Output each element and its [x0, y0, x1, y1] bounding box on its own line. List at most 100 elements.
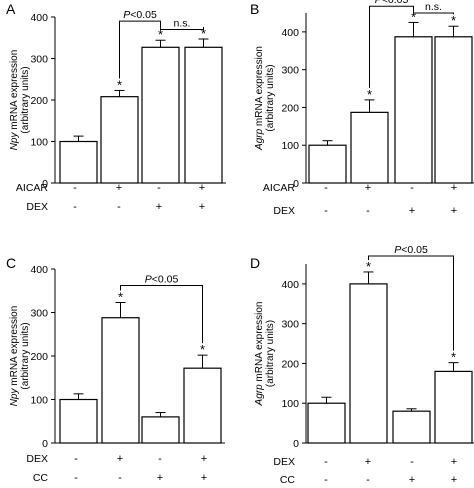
condition-sign: - — [410, 182, 414, 194]
y-tick-label: 300 — [30, 308, 48, 320]
y-tick-label: 400 — [30, 264, 48, 276]
condition-sign: + — [116, 182, 122, 194]
y-axis-label-part: mRNA expression — [254, 46, 265, 129]
y-tick-label: 100 — [281, 140, 299, 152]
bar — [307, 402, 346, 444]
bar — [434, 370, 473, 444]
condition-sign: + — [365, 456, 371, 468]
panel-letter: B — [250, 1, 259, 17]
condition-sign: + — [451, 182, 457, 194]
y-tick-label: 400 — [281, 279, 299, 291]
y-axis-label-line2: (arbitrary units) — [20, 322, 31, 389]
panel-letter: C — [6, 255, 16, 271]
significance-star: * — [411, 9, 416, 24]
y-tick-label: 0 — [42, 178, 48, 190]
p-symbol: P — [375, 0, 382, 6]
condition-sign: + — [451, 205, 457, 217]
comparison-label: P<0.05 — [145, 274, 179, 286]
condition-sign: + — [451, 456, 457, 468]
y-axis-label-part: Agrp — [254, 128, 265, 151]
condition-sign: - — [324, 205, 328, 217]
chart-panel-b: B 0 100 200 300 400 Agrp mRNA expression (arbit… — [250, 0, 474, 217]
comparison-label: n.s. — [425, 1, 442, 13]
y-tick-label: 200 — [30, 351, 48, 363]
significance-star: * — [366, 259, 371, 274]
y-axis-label-part: mRNA expression — [9, 306, 20, 389]
condition-label: DEX — [26, 201, 48, 213]
chart-panel-a: A 0 100 200 300 400 Npy mRNA expression (arbitr… — [6, 1, 226, 213]
bar — [101, 317, 140, 444]
condition-label: DEX — [273, 205, 295, 217]
bar — [308, 144, 347, 184]
p-symbol: P — [394, 244, 401, 256]
bar — [141, 46, 180, 184]
condition-label: AICAR — [16, 182, 49, 194]
condition-sign: - — [73, 201, 77, 213]
condition-sign: - — [324, 182, 328, 194]
condition-sign: + — [409, 474, 415, 486]
y-axis-label: Agrp mRNA expression — [254, 46, 265, 151]
y-axis-label-part: mRNA expression — [9, 50, 20, 133]
comparison-label: n.s. — [174, 17, 191, 29]
y-tick-label: 300 — [30, 54, 48, 66]
significance-star: * — [200, 342, 205, 357]
comparison-bracket — [160, 26, 204, 30]
y-axis-label-line2: (arbitrary units) — [265, 64, 276, 131]
comparison-bracket — [368, 255, 454, 351]
chart-panel-c: C 0 100 200 300 400 Npy mRNA expression (arbitr… — [6, 255, 225, 484]
significance-star: * — [201, 26, 206, 41]
bar — [394, 36, 433, 184]
p-symbol: P — [123, 9, 130, 21]
y-tick-label: 400 — [30, 12, 48, 24]
y-tick-label: 200 — [281, 358, 299, 370]
y-tick-label: 100 — [281, 398, 299, 410]
y-tick-label: 300 — [281, 319, 299, 331]
y-axis-label: Npy mRNA expression — [9, 50, 20, 151]
condition-sign: - — [324, 474, 328, 486]
p-threshold: <0.05 — [152, 274, 179, 286]
chart-panel-d: D 0 100 200 300 400 Agrp mRNA expression (arbit… — [250, 244, 474, 486]
condition-sign: - — [158, 453, 162, 465]
bar — [350, 111, 389, 184]
bar — [349, 283, 388, 444]
condition-label: CC — [33, 472, 49, 484]
comparison-label: P<0.05 — [394, 244, 428, 256]
condition-sign: - — [157, 182, 161, 194]
y-axis-label: Npy mRNA expression — [9, 306, 20, 407]
condition-label: DEX — [26, 453, 48, 465]
bar — [392, 410, 431, 444]
comparison-bracket — [120, 285, 203, 344]
condition-sign: - — [324, 456, 328, 468]
bar — [141, 416, 180, 444]
condition-sign: + — [365, 182, 371, 194]
bar — [434, 36, 473, 184]
y-axis-label-line2: (arbitrary units) — [265, 320, 276, 387]
condition-label: CC — [280, 474, 296, 486]
panel-letter: D — [250, 255, 260, 271]
y-tick-label: 100 — [30, 137, 48, 149]
p-threshold: <0.05 — [382, 0, 409, 6]
significance-star: * — [451, 13, 456, 28]
significance-star: * — [451, 350, 456, 365]
y-tick-label: 0 — [293, 438, 299, 450]
condition-sign: + — [409, 205, 415, 217]
condition-sign: - — [117, 201, 121, 213]
condition-sign: - — [366, 205, 370, 217]
y-tick-label: 200 — [30, 95, 48, 107]
condition-label: DEX — [273, 456, 295, 468]
condition-label: AICAR — [263, 182, 296, 194]
condition-sign: - — [410, 456, 414, 468]
significance-star: * — [117, 77, 122, 92]
condition-sign: + — [156, 201, 162, 213]
condition-sign: + — [157, 472, 163, 484]
comparison-bracket — [413, 10, 454, 15]
y-axis-label-line2: (arbitrary units) — [20, 66, 31, 133]
bar — [100, 96, 139, 184]
y-tick-label: 0 — [293, 178, 299, 190]
y-tick-label: 300 — [281, 65, 299, 77]
significance-star: * — [118, 289, 123, 304]
y-tick-label: 0 — [42, 438, 48, 450]
condition-sign: - — [366, 474, 370, 486]
y-tick-label: 200 — [281, 102, 299, 114]
